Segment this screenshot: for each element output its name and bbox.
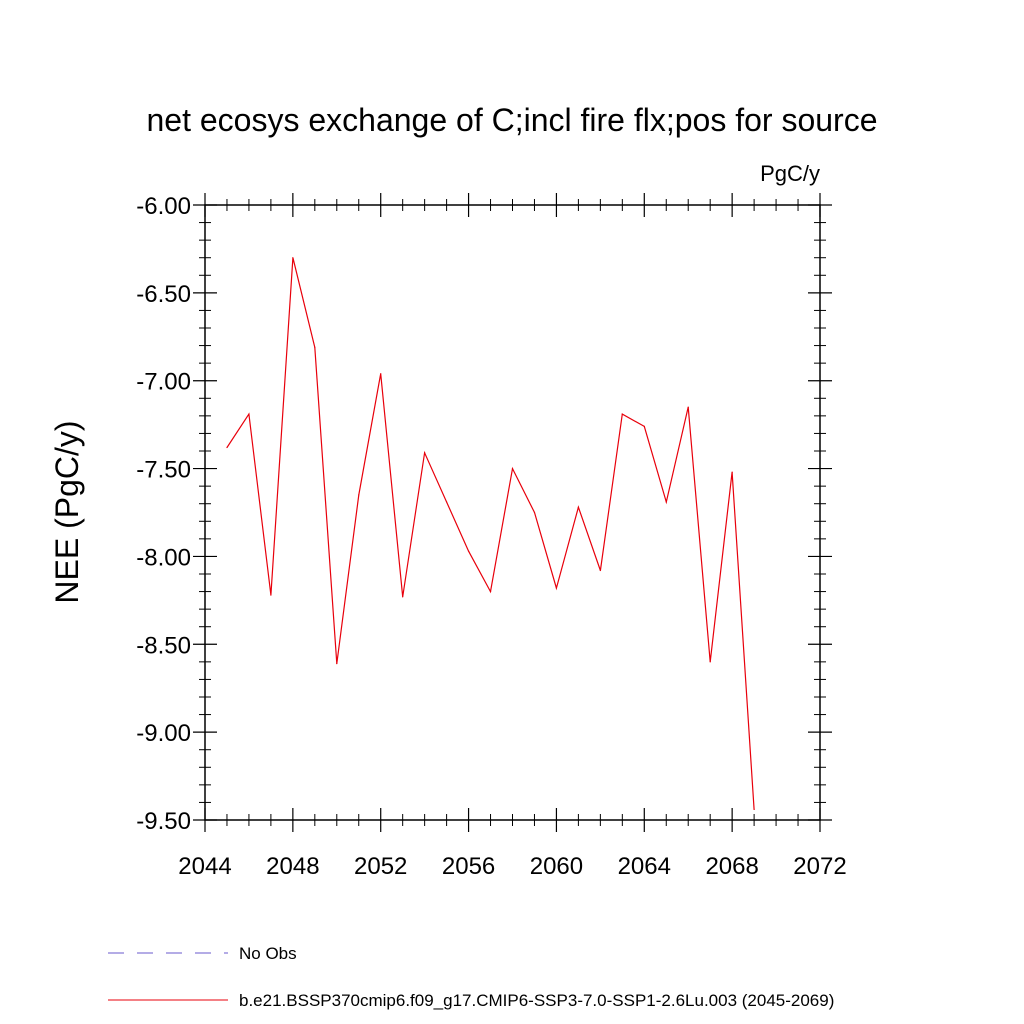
series-layer [226, 257, 755, 811]
data-point [292, 257, 294, 259]
data-point [753, 808, 755, 811]
x-tick-label: 2068 [705, 853, 758, 880]
y-tick-label: -8.50 [136, 632, 191, 659]
legend-label-no-obs: No Obs [239, 944, 297, 963]
plot-frame [204, 204, 821, 821]
data-point [270, 594, 272, 596]
data-point [731, 471, 733, 473]
y-tick-label: -8.00 [136, 544, 191, 571]
y-tick-label: -7.00 [136, 369, 191, 396]
series-line [226, 257, 755, 810]
data-point [467, 550, 470, 552]
data-point [489, 590, 492, 593]
y-tick-label: -9.00 [136, 720, 191, 747]
data-point [599, 569, 601, 572]
data-point [424, 452, 426, 454]
data-point [555, 587, 558, 589]
data-point [446, 501, 448, 503]
data-point [709, 661, 711, 663]
x-tick-label: 2072 [793, 853, 846, 880]
axis-ticks [193, 193, 832, 832]
data-point [621, 413, 623, 415]
y-axis-label: NEE (PgC/y) [49, 420, 85, 603]
data-point [336, 663, 338, 665]
y-tick-label: -9.50 [136, 808, 191, 835]
data-point [248, 413, 250, 415]
data-point [358, 494, 360, 496]
x-tick-label: 2056 [442, 853, 495, 880]
x-tick-label: 2048 [266, 853, 319, 880]
x-tick-label: 2060 [530, 853, 583, 880]
data-point [643, 425, 645, 427]
data-point [687, 406, 689, 408]
data-point [314, 346, 316, 348]
chart-title: net ecosys exchange of C;incl fire flx;p… [146, 102, 877, 138]
x-tick-labels: 2044 2048 2052 2056 2060 2064 2068 2072 [178, 853, 846, 880]
legend: No Obs b.e21.BSSP370cmip6.f09_g17.CMIP6-… [108, 944, 834, 1010]
y-tick-label: -6.00 [136, 193, 191, 220]
x-tick-label: 2052 [354, 853, 407, 880]
x-tick-label: 2044 [178, 853, 231, 880]
data-point [665, 501, 667, 503]
y-tick-label: -7.50 [136, 457, 191, 484]
x-tick-label: 2064 [618, 853, 671, 880]
data-point [402, 596, 404, 598]
y-tick-labels: -6.00 -6.50 -7.00 -7.50 -8.00 -8.50 -9.00 -9.50 [136, 193, 191, 835]
data-point [380, 373, 382, 375]
data-point [577, 506, 579, 508]
y-tick-label: -6.50 [136, 281, 191, 308]
data-point [533, 511, 536, 514]
data-point [511, 467, 514, 470]
units-label: PgC/y [760, 161, 820, 186]
data-point [226, 446, 228, 449]
legend-label-model: b.e21.BSSP370cmip6.f09_g17.CMIP6-SSP3-7.… [239, 991, 834, 1010]
